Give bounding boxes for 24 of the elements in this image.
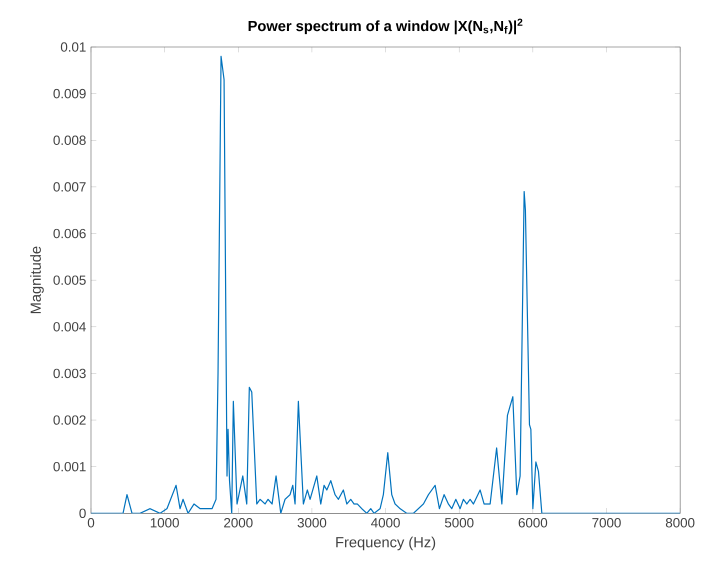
y-tick-label: 0.01 <box>60 42 86 52</box>
chart-title: Power spectrum of a window |X(N$_{s}$,N$_{f}$)|$^{2}$ <box>248 18 522 34</box>
x-tick-label: 1000 <box>150 518 179 528</box>
y-tick-label: 0 <box>79 508 86 518</box>
y-tick-label: 0.009 <box>53 88 86 98</box>
y-tick-label: 0.005 <box>53 275 86 285</box>
x-tick-label: 2000 <box>224 518 253 528</box>
x-tick-label: 6000 <box>518 518 548 528</box>
y-axis-title: Magnitude <box>30 246 44 313</box>
x-tick-label: 8000 <box>666 518 694 528</box>
y-tick-label: 0.006 <box>53 228 86 238</box>
y-tick-label: 0.004 <box>53 322 86 332</box>
y-tick-label: 0.003 <box>53 368 86 378</box>
x-axis-title: Frequency (Hz) <box>336 536 436 550</box>
y-tick-label: 0.007 <box>53 182 86 192</box>
y-tick-label: 0.001 <box>53 462 86 472</box>
x-tick-label: 4000 <box>371 518 400 528</box>
line-series <box>90 56 680 514</box>
x-tick-label: 5000 <box>444 518 474 528</box>
y-tick-label: 0.002 <box>53 415 86 425</box>
x-tick-label: 7000 <box>592 518 621 528</box>
x-tick-label: 3000 <box>298 518 326 528</box>
y-tick-label: 0.008 <box>53 135 86 145</box>
x-tick-label: 0 <box>88 518 94 528</box>
